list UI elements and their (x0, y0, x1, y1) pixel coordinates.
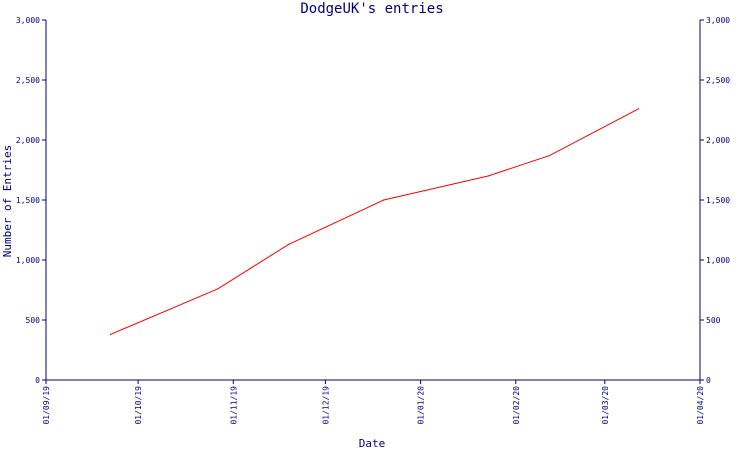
y-tick-label-left: 2,000 (16, 136, 40, 145)
x-tick-label: 01/04/20 (696, 386, 705, 425)
y-tick-label-left: 2,500 (16, 76, 40, 85)
data-point (637, 108, 640, 110)
y-tick-label-left: 1,500 (16, 196, 40, 205)
y-tick-label-left: 1,000 (16, 256, 40, 265)
y-tick-label-right: 0 (706, 376, 711, 385)
y-tick-label-right: 500 (706, 316, 721, 325)
y-axis-label: Number of Entries (1, 145, 14, 258)
y-tick-label-left: 500 (26, 316, 41, 325)
y-tick-label-left: 3,000 (16, 16, 40, 25)
data-point (217, 288, 219, 290)
x-tick-label: 01/10/19 (134, 386, 143, 425)
y-tick-label-right: 1,000 (706, 256, 730, 265)
data-point (548, 155, 551, 157)
data-point (383, 199, 385, 201)
data-point (109, 333, 112, 335)
x-tick-label: 01/02/20 (512, 386, 521, 425)
data-point (487, 175, 489, 177)
x-tick-label: 01/09/19 (42, 386, 51, 425)
y-tick-label-right: 2,500 (706, 76, 730, 85)
x-tick-label: 01/03/20 (601, 386, 610, 425)
x-tick-label: 01/01/20 (417, 386, 426, 425)
y-tick-label-right: 1,500 (706, 196, 730, 205)
chart-title: DodgeUK's entries (300, 1, 443, 17)
x-tick-label: 01/11/19 (229, 386, 238, 425)
y-tick-label-right: 3,000 (706, 16, 730, 25)
y-tick-label-left: 0 (35, 376, 40, 385)
data-point (287, 243, 290, 245)
x-tick-label: 01/12/19 (321, 386, 330, 425)
series-line (110, 108, 639, 335)
x-axis-label: Date (359, 437, 386, 450)
y-tick-label-right: 2,000 (706, 136, 730, 145)
